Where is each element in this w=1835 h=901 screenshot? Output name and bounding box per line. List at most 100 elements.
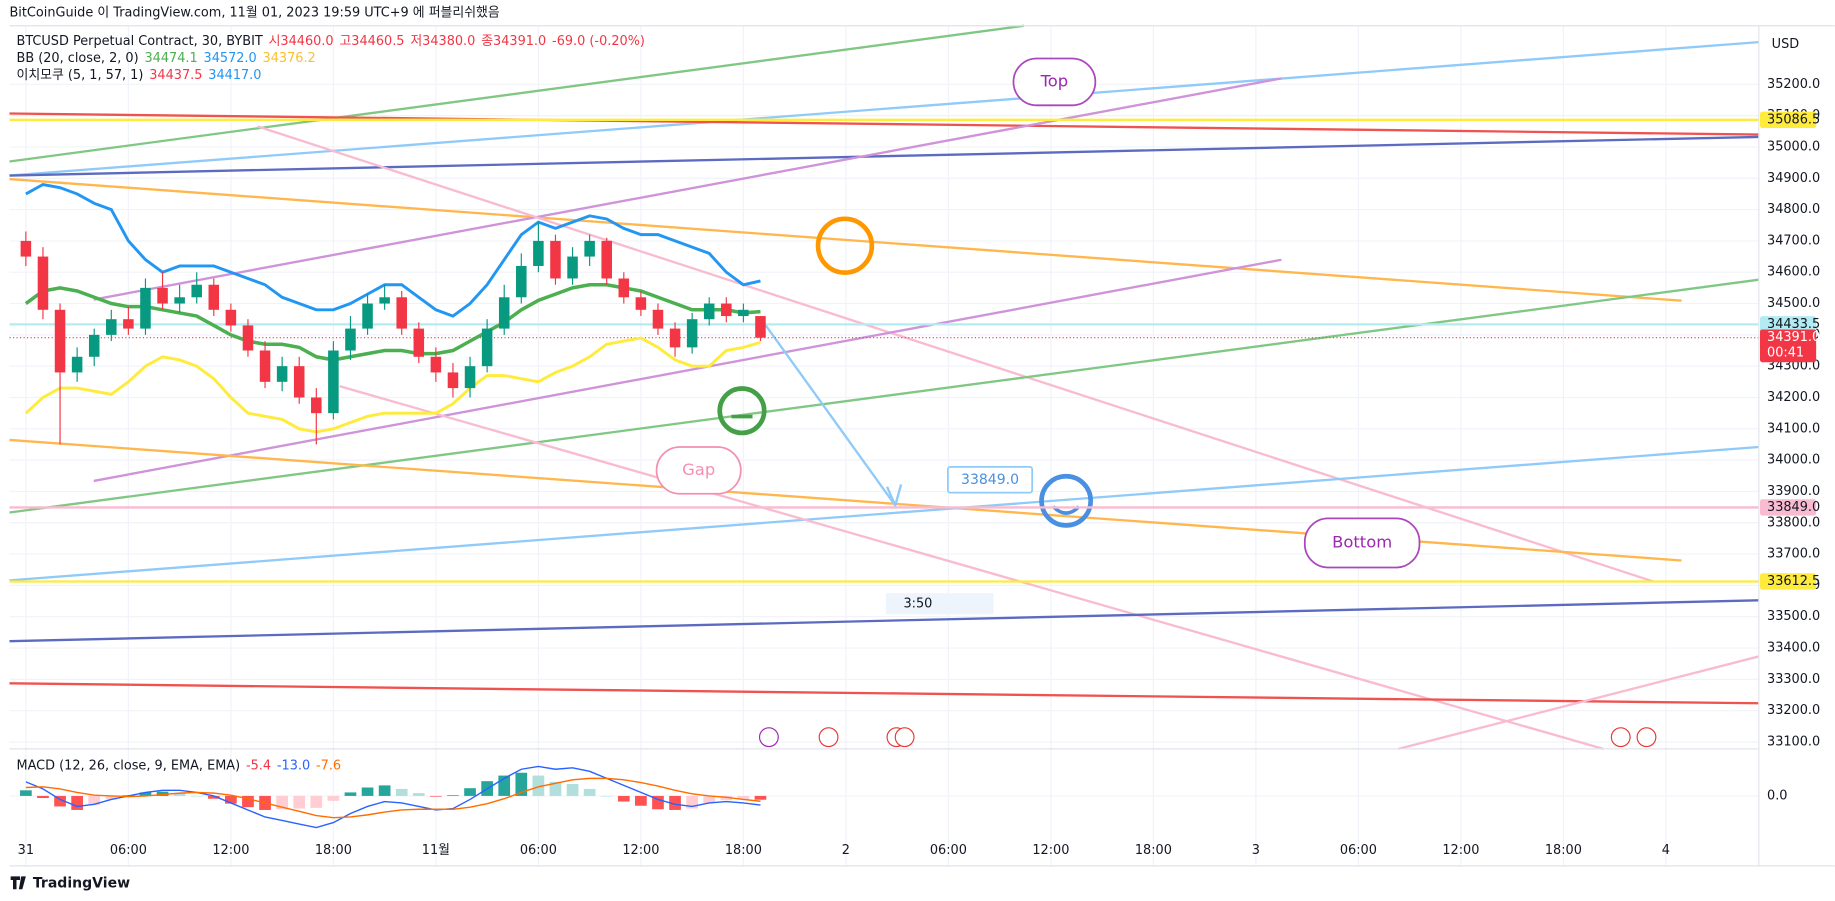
legend-value: 시34460.0 [269,33,334,48]
macd-histogram-bar [447,795,459,796]
macd-histogram-bar [242,795,254,808]
trend-line [9,278,1759,514]
plot [9,118,1759,829]
arrow [759,317,897,507]
legend-value: 34572.0 [204,50,257,65]
x-tick-label: 18:00 [725,843,762,858]
legend-value: 34437.5 [149,67,202,82]
candle-body [379,297,390,304]
time-box [885,593,994,615]
candle-body [601,240,612,279]
macd-histogram-bar [532,775,545,796]
legend-row: MACD (12, 26, close, 9, EMA, EMA) -5.4 -13… [17,758,342,773]
macd-histogram-bar [430,795,442,797]
legend-value: 34376.2 [263,50,316,65]
price-level-label-bg [1759,316,1817,333]
macd-histogram-bar [207,795,220,799]
x-tick-label: 06:00 [1340,843,1377,858]
candle-body [533,240,544,266]
candle-body [481,328,493,367]
candle-body [157,287,168,304]
macd-histogram-bar [412,793,425,796]
x-tick-label: 12:00 [622,843,659,858]
candle-body [71,356,83,373]
trend-line [9,112,1759,136]
macd-histogram-bar [395,788,408,796]
x-tick-label: 12:00 [212,843,249,858]
callout-top [1012,57,1097,107]
macd-histogram-bar [617,795,630,802]
event-icon [1610,727,1631,748]
x-tick-label: 06:00 [520,843,557,858]
candle-body [396,297,407,329]
bb-lower [24,336,761,434]
candle-body [328,350,339,414]
candle-body [191,284,202,298]
callout-bottom-text: Bottom [1332,532,1392,551]
legend-value: 저34380.0 [410,33,475,48]
macd-histogram-bar [652,795,664,810]
macd-histogram-bar [498,775,511,796]
candle-body [362,303,373,329]
legend-value: 고34460.5 [339,33,404,48]
macd-histogram-bar [635,795,647,806]
trend-line [9,599,1759,643]
trend-line [93,77,1282,301]
x-tick-label: 06:00 [110,843,147,858]
macd-histogram-bar [686,795,698,809]
y-tick-label: 34000.0 [1767,453,1820,468]
x-tick-label: 12:00 [1032,843,1069,858]
legend-value: 34417.0 [208,67,261,82]
y-tick-label: 33500.0 [1767,609,1820,624]
macd-histogram-bar [37,795,49,799]
macd-macd-line [25,765,761,829]
candle-body [140,287,151,329]
emoji-confused [815,216,875,275]
candle-body [54,309,66,373]
grid [9,25,1759,866]
macd-histogram-bar [600,795,613,797]
macd-histogram-bar [310,795,323,808]
macd-histogram-bar [276,795,288,810]
candle-body [430,356,442,373]
candle-body [516,265,527,298]
x-tick-label: 3 [1252,843,1260,858]
y-tick-label: 33300.0 [1767,672,1820,687]
candle-body [721,303,732,317]
x-tick-label: 12:00 [1442,843,1479,858]
event-icon [758,727,779,748]
macd-histogram-bar [583,788,596,796]
price-level-label-bg [1759,499,1817,516]
candle-body [276,366,288,382]
candle-body [447,372,459,389]
candle-body [123,319,134,329]
price-level-label: 35086.5 [1767,112,1820,127]
drawings [9,24,1760,751]
candle-body [413,328,425,357]
event-icon [894,727,915,748]
time-box-text: 3:50 [903,596,932,611]
trend-line [93,258,1282,483]
candle-body [20,240,32,257]
macd-histogram-bar [703,795,716,803]
candle-body [703,303,715,320]
price-callout-box [947,466,1034,494]
macd-histogram-bar [737,795,750,800]
macd-histogram-bar [225,795,237,804]
callout-gap-text: Gap [682,460,715,479]
macd-histogram-bar [54,795,66,807]
candle-body [311,397,322,414]
arrow-head [886,484,903,509]
callout-bottom [1303,517,1421,569]
published-line: BitCoinGuide 이 TradingView.com, 11월 01, … [9,4,499,20]
candle-body [464,366,476,389]
legend-row: BTCUSD Perpetual Contract, 30, BYBIT 시344… [17,33,645,48]
legend-value: -13.0 [277,758,310,773]
candle-body [88,334,100,357]
candle-body [106,319,117,335]
y-tick-label: 35200.0 [1767,77,1820,92]
macd-histogram-bar [669,795,681,810]
macd-histogram-bar [105,795,118,800]
trend-line [9,445,1759,582]
